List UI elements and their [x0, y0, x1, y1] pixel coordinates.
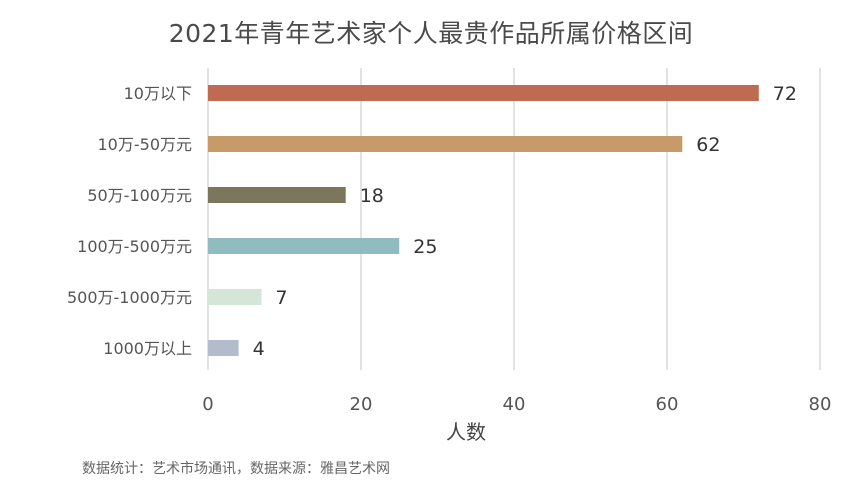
value-label: 18 [360, 185, 384, 207]
value-label: 4 [253, 338, 265, 360]
bar [208, 238, 400, 254]
bar [208, 85, 759, 101]
bar [208, 340, 239, 356]
value-labels: 72 62 18 25 7 4 [253, 83, 797, 360]
category-label: 10万以下 [124, 84, 192, 103]
chart-title: 2021年青年艺术家个人最贵作品所属价格区间 [168, 19, 694, 48]
bars [208, 85, 759, 356]
x-tick-labels: 0 20 40 60 80 [202, 394, 831, 415]
category-label: 50万-100万元 [87, 186, 192, 205]
value-label: 62 [696, 134, 720, 156]
category-label: 1000万以上 [103, 339, 192, 358]
x-axis-label: 人数 [446, 420, 486, 444]
x-tick-label: 60 [656, 394, 679, 415]
value-label: 25 [413, 236, 437, 258]
x-tick-label: 40 [503, 394, 526, 415]
source-note: 数据统计：艺术市场通讯，数据来源：雅昌艺术网 [82, 461, 390, 477]
value-label: 7 [276, 287, 288, 309]
bar [208, 136, 683, 152]
x-tick-label: 80 [809, 394, 832, 415]
bar [208, 187, 346, 203]
x-tick-label: 0 [202, 394, 213, 415]
gridlines [207, 68, 821, 370]
x-tick-label: 20 [350, 394, 373, 415]
bar [208, 289, 262, 305]
value-label: 72 [773, 83, 797, 105]
category-label: 500万-1000万元 [67, 288, 192, 307]
category-label: 100万-500万元 [77, 237, 192, 256]
category-label: 10万-50万元 [98, 135, 193, 154]
category-labels: 10万以下 10万-50万元 50万-100万元 100万-500万元 500万-100… [67, 84, 192, 358]
